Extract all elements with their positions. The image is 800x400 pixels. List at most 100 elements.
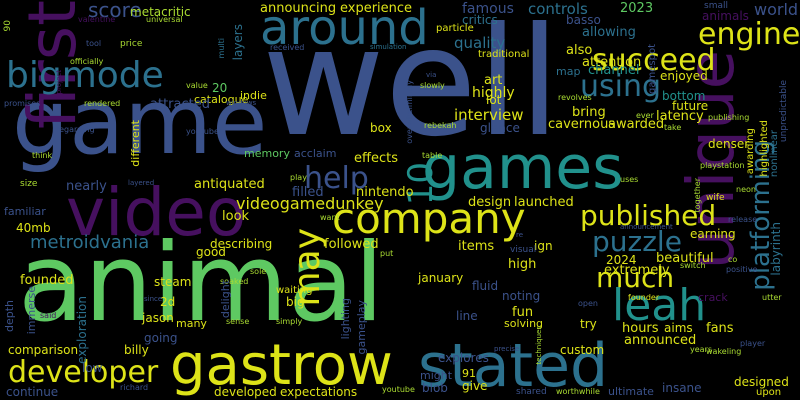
word-video: video [66, 174, 247, 251]
word-extremely: extremely [604, 263, 670, 278]
word-price: price [120, 39, 143, 49]
word-forty-mb: 40mb [16, 221, 51, 235]
word-metroidvania: metroidvania [30, 232, 150, 253]
word-quality: quality [454, 34, 506, 52]
word-labyrinth: labyrinth [769, 222, 783, 276]
word-since: since [144, 295, 163, 303]
word-play: play [290, 173, 307, 182]
word-via: via [426, 71, 437, 79]
word-billy: billy [124, 343, 149, 357]
word-playstation: playstation [700, 161, 745, 170]
word-wakeling: wakeling [706, 347, 742, 356]
word-famous: famous [462, 1, 514, 17]
word-score: score [88, 0, 142, 22]
word-videogamedunkey: videogamedunkey [236, 194, 384, 213]
word-take: take [664, 123, 682, 132]
word-release: release [728, 215, 758, 224]
word-immerse: immerse [25, 286, 38, 335]
word-unpredictable: unpredictable [779, 80, 789, 143]
word-shared: shared [516, 387, 547, 397]
word-slowly: slowly [420, 81, 445, 90]
word-developed: developed [214, 385, 277, 399]
word-years: years [690, 345, 713, 354]
word-map: map [556, 65, 581, 78]
word-visual: visual [510, 245, 537, 255]
word-wife: wife [706, 193, 725, 203]
word-ninety: 90 [3, 20, 13, 32]
word-low: low [82, 361, 103, 375]
word-expectations: expectations [280, 385, 358, 399]
word-line: line [456, 309, 478, 323]
word-particle: particle [436, 23, 474, 34]
word-tool: tool [86, 39, 102, 48]
word-nintendo: nintendo [356, 185, 414, 200]
word-different: different [129, 120, 142, 167]
word-re: re [516, 231, 524, 239]
word-think: think [32, 151, 53, 160]
word-rebekah: rebekah [424, 121, 457, 130]
word-attracted: attracted [150, 97, 210, 112]
word-memory: memory [244, 147, 290, 160]
word-sense: sense [226, 317, 250, 326]
word-much: much [596, 261, 675, 294]
word-effects: effects [354, 151, 398, 166]
word-said: said [40, 311, 57, 320]
word-precise: precise [494, 345, 520, 353]
word-highlighted: highlighted [759, 120, 770, 177]
word-valentine: valentine [78, 15, 116, 24]
word-switch: switch [680, 261, 706, 270]
word-highly: highly [472, 85, 515, 101]
word-depth: depth [3, 300, 16, 333]
word-layers: layers [231, 24, 245, 61]
word-familiar: familiar [4, 205, 46, 218]
word-controls: controls [528, 0, 588, 18]
word-solving: solving [504, 317, 544, 330]
word-explores: explores [438, 351, 489, 365]
word-basso: basso [566, 13, 601, 27]
word-also: also [566, 43, 593, 58]
word-give: give [462, 379, 488, 393]
word-delight: delight [219, 280, 232, 319]
word-founder: founder [628, 293, 660, 302]
word-gastrow: gastrow [170, 333, 393, 398]
word-nearly: nearly [66, 179, 107, 194]
word-uses: uses [620, 175, 639, 184]
word-followed: followed [324, 237, 379, 252]
word-latency: latency [656, 109, 704, 124]
word-announced: announced [624, 333, 697, 348]
word-gamespot: gamespot [647, 44, 658, 94]
word-comparison: comparison [8, 343, 79, 357]
word-ultimate: ultimate [608, 385, 654, 398]
word-bigmode: bigmode [6, 55, 164, 96]
word-channel: channel [588, 63, 640, 78]
word-worthwhile: worthwhile [556, 387, 600, 396]
word-fans: fans [706, 321, 734, 336]
word-developer: developer [8, 355, 159, 390]
word-beautiful: beautiful [656, 251, 714, 266]
word-animal: animal [18, 221, 385, 346]
word-project: project [55, 70, 63, 95]
word-games: games [422, 133, 624, 203]
word-catalogue: catalogue [194, 93, 249, 106]
word-game: game [12, 70, 268, 175]
word-bring: bring [572, 105, 606, 120]
word-published: published [580, 199, 717, 232]
word-antiquated: antiquated [194, 177, 265, 192]
word-announcement: announcement [620, 223, 673, 231]
word-lot: lot [486, 93, 502, 107]
word-simply: simply [276, 317, 303, 326]
word-aims: aims [664, 321, 693, 335]
word-sole: sole [250, 267, 267, 276]
word-denser: denser [708, 137, 750, 151]
word-many: many [176, 317, 207, 330]
word-two-d: 2d [160, 295, 176, 309]
word-attention: attention [582, 55, 642, 70]
word-windows: windows [226, 99, 257, 107]
word-richard: richard [120, 383, 149, 392]
word-enjoyed: enjoyed [660, 69, 708, 83]
word-awarding: awarding [745, 128, 756, 175]
word-critics: critics [462, 13, 498, 27]
word-look: look [222, 209, 250, 224]
word-animals: animals [702, 9, 749, 23]
